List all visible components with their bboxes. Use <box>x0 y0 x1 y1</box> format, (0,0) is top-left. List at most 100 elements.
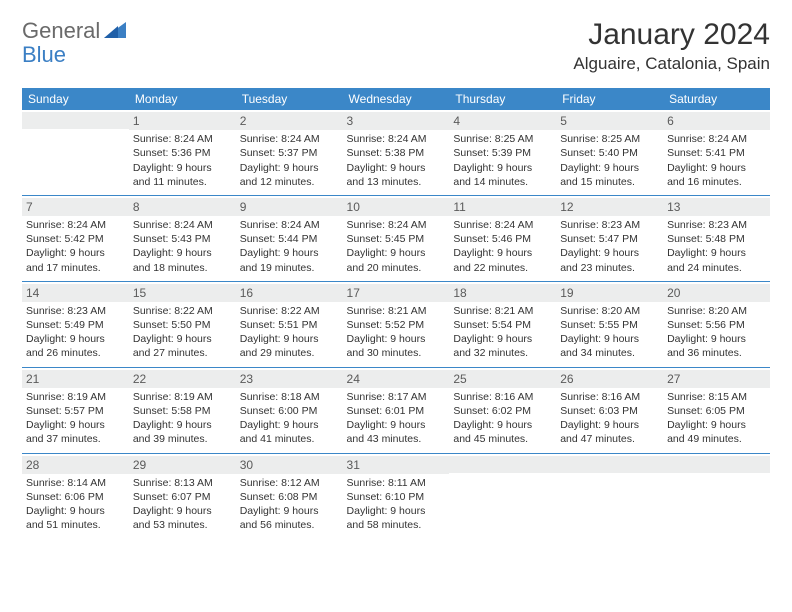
day-sunset: Sunset: 5:46 PM <box>453 232 552 246</box>
day-number: 30 <box>236 456 343 474</box>
day-daylight2: and 24 minutes. <box>667 261 766 275</box>
day-sunset: Sunset: 5:36 PM <box>133 146 232 160</box>
day-daylight2: and 36 minutes. <box>667 346 766 360</box>
calendar-day-cell <box>663 453 770 538</box>
day-number: 12 <box>556 198 663 216</box>
day-sunrise: Sunrise: 8:25 AM <box>560 132 659 146</box>
day-daylight2: and 26 minutes. <box>26 346 125 360</box>
calendar-day-cell: 26Sunrise: 8:16 AMSunset: 6:03 PMDayligh… <box>556 367 663 453</box>
day-daylight2: and 49 minutes. <box>667 432 766 446</box>
day-daylight1: Daylight: 9 hours <box>240 246 339 260</box>
day-daylight2: and 34 minutes. <box>560 346 659 360</box>
day-daylight1: Daylight: 9 hours <box>240 161 339 175</box>
weekday-header: Wednesday <box>343 88 450 110</box>
day-sunset: Sunset: 5:57 PM <box>26 404 125 418</box>
day-sunset: Sunset: 5:40 PM <box>560 146 659 160</box>
calendar-day-cell <box>449 453 556 538</box>
day-sunset: Sunset: 5:58 PM <box>133 404 232 418</box>
day-sunrise: Sunrise: 8:24 AM <box>133 218 232 232</box>
day-number: 10 <box>343 198 450 216</box>
day-sunrise: Sunrise: 8:16 AM <box>453 390 552 404</box>
day-sunrise: Sunrise: 8:12 AM <box>240 476 339 490</box>
calendar-day-cell: 12 Sunrise: 8:23 AMSunset: 5:47 PMDayligh… <box>556 195 663 281</box>
day-sunset: Sunset: 5:55 PM <box>560 318 659 332</box>
calendar-day-cell: 14Sunrise: 8:23 AMSunset: 5:49 PMDayligh… <box>22 281 129 367</box>
calendar-week-row: 14Sunrise: 8:23 AMSunset: 5:49 PMDayligh… <box>22 281 770 367</box>
day-sunset: Sunset: 5:37 PM <box>240 146 339 160</box>
day-daylight2: and 23 minutes. <box>560 261 659 275</box>
logo-triangle-icon <box>104 20 126 43</box>
day-daylight1: Daylight: 9 hours <box>347 246 446 260</box>
day-daylight2: and 20 minutes. <box>347 261 446 275</box>
day-daylight2: and 41 minutes. <box>240 432 339 446</box>
day-sunset: Sunset: 6:07 PM <box>133 490 232 504</box>
day-sunrise: Sunrise: 8:24 AM <box>240 218 339 232</box>
calendar-day-cell: 20Sunrise: 8:20 AMSunset: 5:56 PMDayligh… <box>663 281 770 367</box>
day-sunrise: Sunrise: 8:13 AM <box>133 476 232 490</box>
day-daylight1: Daylight: 9 hours <box>240 504 339 518</box>
day-daylight2: and 43 minutes. <box>347 432 446 446</box>
day-daylight1: Daylight: 9 hours <box>667 246 766 260</box>
day-sunrise: Sunrise: 8:16 AM <box>560 390 659 404</box>
month-title: January 2024 <box>573 18 770 52</box>
calendar-day-cell: 17Sunrise: 8:21 AMSunset: 5:52 PMDayligh… <box>343 281 450 367</box>
day-sunrise: Sunrise: 8:15 AM <box>667 390 766 404</box>
day-daylight1: Daylight: 9 hours <box>560 246 659 260</box>
day-number: 6 <box>663 112 770 130</box>
day-sunset: Sunset: 5:38 PM <box>347 146 446 160</box>
day-number <box>663 456 770 473</box>
calendar-day-cell: 25Sunrise: 8:16 AMSunset: 6:02 PMDayligh… <box>449 367 556 453</box>
day-number: 9 <box>236 198 343 216</box>
calendar-day-cell: 2Sunrise: 8:24 AMSunset: 5:37 PMDaylight… <box>236 110 343 195</box>
calendar-day-cell: 1Sunrise: 8:24 AMSunset: 5:36 PMDaylight… <box>129 110 236 195</box>
day-daylight2: and 27 minutes. <box>133 346 232 360</box>
day-daylight1: Daylight: 9 hours <box>453 332 552 346</box>
day-daylight2: and 58 minutes. <box>347 518 446 532</box>
day-sunrise: Sunrise: 8:20 AM <box>667 304 766 318</box>
day-number: 20 <box>663 284 770 302</box>
weekday-header-row: Sunday Monday Tuesday Wednesday Thursday… <box>22 88 770 110</box>
day-number: 7 <box>22 198 129 216</box>
day-sunset: Sunset: 6:05 PM <box>667 404 766 418</box>
day-sunset: Sunset: 5:43 PM <box>133 232 232 246</box>
day-sunrise: Sunrise: 8:20 AM <box>560 304 659 318</box>
calendar-day-cell: 3Sunrise: 8:24 AMSunset: 5:38 PMDaylight… <box>343 110 450 195</box>
day-sunset: Sunset: 5:47 PM <box>560 232 659 246</box>
day-sunset: Sunset: 5:42 PM <box>26 232 125 246</box>
day-daylight2: and 47 minutes. <box>560 432 659 446</box>
calendar-week-row: 7 Sunrise: 8:24 AM Sunset: 5:42 PM Daylight… <box>22 195 770 281</box>
calendar-day-cell: 22Sunrise: 8:19 AMSunset: 5:58 PMDayligh… <box>129 367 236 453</box>
title-block: January 2024 Alguaire, Catalonia, Spain <box>573 18 770 74</box>
calendar-day-cell: 18Sunrise: 8:21 AMSunset: 5:54 PMDayligh… <box>449 281 556 367</box>
day-daylight1: Daylight: 9 hours <box>133 504 232 518</box>
day-sunrise: Sunrise: 8:24 AM <box>347 218 446 232</box>
day-daylight2: and 19 minutes. <box>240 261 339 275</box>
day-sunrise: Sunrise: 8:23 AM <box>667 218 766 232</box>
day-daylight1: Daylight: 9 hours <box>560 161 659 175</box>
weekday-header: Friday <box>556 88 663 110</box>
calendar-day-cell: 30Sunrise: 8:12 AMSunset: 6:08 PMDayligh… <box>236 453 343 538</box>
day-number: 17 <box>343 284 450 302</box>
day-sunrise: Sunrise: 8:14 AM <box>26 476 125 490</box>
calendar-day-cell <box>22 110 129 195</box>
weekday-header: Tuesday <box>236 88 343 110</box>
calendar-week-row: 21Sunrise: 8:19 AMSunset: 5:57 PMDayligh… <box>22 367 770 453</box>
day-number: 1 <box>129 112 236 130</box>
day-sunset: Sunset: 6:02 PM <box>453 404 552 418</box>
day-sunset: Sunset: 6:00 PM <box>240 404 339 418</box>
day-number: 28 <box>22 456 129 474</box>
day-daylight2: and 18 minutes. <box>133 261 232 275</box>
day-sunrise: Sunrise: 8:23 AM <box>560 218 659 232</box>
day-daylight1: Daylight: 9 hours <box>240 418 339 432</box>
day-number: 31 <box>343 456 450 474</box>
day-number: 16 <box>236 284 343 302</box>
day-daylight1: Daylight: 9 hours <box>133 418 232 432</box>
day-sunrise: Sunrise: 8:24 AM <box>240 132 339 146</box>
day-daylight2: and 37 minutes. <box>26 432 125 446</box>
weekday-header: Saturday <box>663 88 770 110</box>
calendar-page: General January 2024 Alguaire, Catalonia… <box>0 0 792 556</box>
day-sunrise: Sunrise: 8:24 AM <box>133 132 232 146</box>
day-number <box>22 112 129 129</box>
day-sunset: Sunset: 5:51 PM <box>240 318 339 332</box>
day-sunrise: Sunrise: 8:17 AM <box>347 390 446 404</box>
